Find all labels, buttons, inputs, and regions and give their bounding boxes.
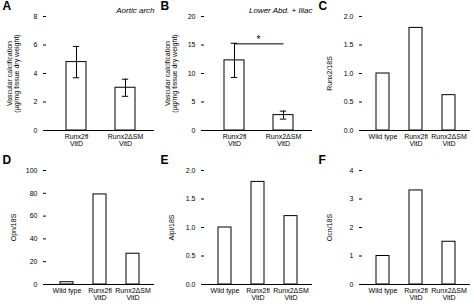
svg-text:Runx2ΔSMVitD: Runx2ΔSMVitD: [431, 287, 467, 301]
svg-text:1: 1: [350, 252, 354, 259]
svg-text:Runx2ΔSMVitD: Runx2ΔSMVitD: [273, 287, 309, 301]
svg-text:2.0: 2.0: [186, 167, 196, 174]
svg-text:F: F: [319, 154, 326, 167]
svg-text:Runx2ΔSMVitD: Runx2ΔSMVitD: [115, 287, 151, 301]
svg-text:2: 2: [34, 98, 38, 105]
svg-text:0.5: 0.5: [344, 98, 354, 105]
svg-text:0.0: 0.0: [186, 281, 196, 288]
svg-text:2: 2: [350, 224, 354, 231]
svg-text:*: *: [257, 34, 261, 45]
svg-text:Runx2ΔSMVitD: Runx2ΔSMVitD: [431, 133, 467, 147]
svg-text:0: 0: [34, 281, 38, 288]
svg-text:1.5: 1.5: [186, 195, 196, 202]
svg-text:Runx2flVitD: Runx2flVitD: [404, 133, 428, 147]
svg-text:1.5: 1.5: [344, 41, 354, 48]
svg-text:Runx2flVitD: Runx2flVitD: [65, 133, 89, 147]
svg-text:Runx2flVitD: Runx2flVitD: [223, 133, 247, 147]
svg-text:Aortic arch: Aortic arch: [115, 6, 155, 15]
svg-text:Runx2ΔSMVitD: Runx2ΔSMVitD: [108, 133, 144, 147]
svg-text:Opn/18S: Opn/18S: [10, 213, 18, 241]
svg-text:Runx2flVitD: Runx2flVitD: [404, 287, 428, 301]
svg-text:0: 0: [192, 127, 196, 134]
svg-text:Wild type: Wild type: [369, 287, 398, 295]
svg-text:80: 80: [30, 190, 38, 197]
svg-text:10: 10: [188, 70, 196, 77]
svg-text:4: 4: [350, 167, 354, 174]
svg-text:Vascular calcification(μg/mg t: Vascular calcification(μg/mg tissue dry …: [164, 34, 179, 112]
svg-text:15: 15: [188, 41, 196, 48]
svg-text:4: 4: [34, 70, 38, 77]
svg-text:1.0: 1.0: [186, 224, 196, 231]
svg-text:C: C: [319, 0, 328, 13]
svg-text:0: 0: [34, 127, 38, 134]
svg-text:20: 20: [30, 258, 38, 265]
svg-text:Lower Abd. + Iliac: Lower Abd. + Iliac: [249, 6, 313, 15]
svg-text:Wild type: Wild type: [369, 133, 398, 141]
svg-text:0.5: 0.5: [186, 252, 196, 259]
svg-text:3: 3: [350, 195, 354, 202]
svg-text:A: A: [3, 0, 12, 13]
svg-text:1.0: 1.0: [344, 70, 354, 77]
svg-text:40: 40: [30, 235, 38, 242]
svg-text:Wild type: Wild type: [211, 287, 240, 295]
svg-text:20: 20: [188, 13, 196, 20]
svg-text:E: E: [161, 154, 169, 167]
svg-text:Wild type: Wild type: [53, 287, 82, 295]
svg-text:Ocn/18S: Ocn/18S: [326, 214, 333, 242]
svg-text:B: B: [161, 0, 170, 13]
svg-text:8: 8: [34, 13, 38, 20]
svg-text:2.0: 2.0: [344, 13, 354, 20]
svg-text:0: 0: [350, 281, 354, 288]
svg-text:0.0: 0.0: [344, 127, 354, 134]
svg-text:Alpl/18S: Alpl/18S: [168, 214, 176, 240]
svg-text:Vascular calcification(μg/mg t: Vascular calcification(μg/mg tissue dry …: [6, 34, 21, 112]
svg-text:Runx2/18S: Runx2/18S: [326, 56, 333, 91]
svg-text:60: 60: [30, 212, 38, 219]
svg-text:100: 100: [26, 167, 38, 174]
svg-text:5: 5: [192, 98, 196, 105]
svg-text:6: 6: [34, 41, 38, 48]
svg-text:Runx2flVitD: Runx2flVitD: [88, 287, 112, 301]
svg-text:Runx2flVitD: Runx2flVitD: [246, 287, 270, 301]
svg-text:Runx2ΔSMVitD: Runx2ΔSMVitD: [266, 133, 302, 147]
svg-text:D: D: [3, 154, 12, 167]
